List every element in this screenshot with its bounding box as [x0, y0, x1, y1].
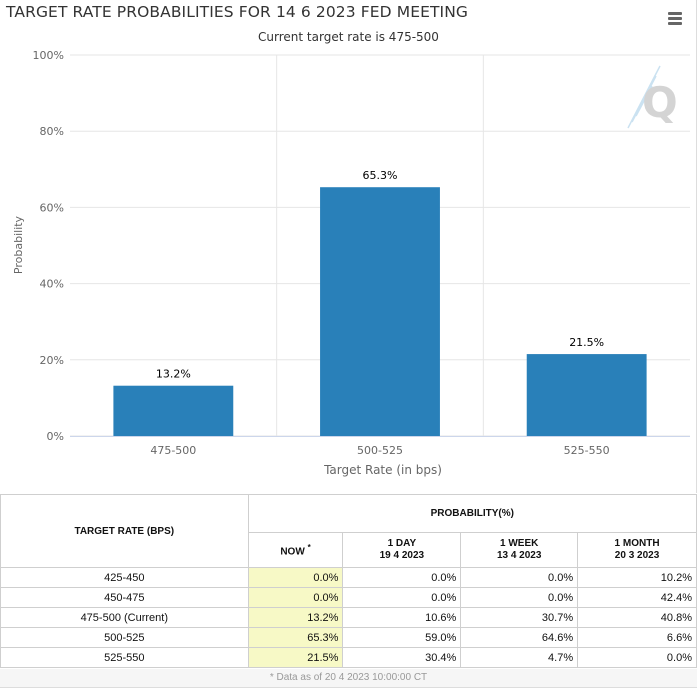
- one-month-date: 20 3 2023: [614, 550, 660, 561]
- chart-subtitle: Current target rate is 475-500: [258, 30, 439, 44]
- y-tick-label: 100%: [33, 49, 64, 62]
- y-axis-title: Probability: [12, 215, 25, 274]
- one-week-cell: 0.0%: [460, 567, 579, 588]
- y-tick-label: 0%: [47, 430, 64, 443]
- one-month-cell: 6.6%: [577, 627, 697, 648]
- table-row: 450-475 0.0% 0.0% 0.0% 42.4%: [0, 587, 697, 608]
- y-tick-label: 60%: [40, 201, 64, 214]
- x-tick-label: 500-525: [357, 444, 403, 457]
- y-tick-label: 40%: [40, 278, 64, 291]
- one-week-cell: 64.6%: [460, 627, 579, 648]
- one-week-label: 1 WEEK: [500, 538, 539, 549]
- now-cell: 0.0%: [247, 587, 344, 608]
- probability-header: PROBABILITY(%): [247, 494, 697, 533]
- bar-value-label: 13.2%: [156, 368, 191, 381]
- rate-cell: 450-475: [0, 587, 249, 608]
- one-month-header: 1 MONTH 20 3 2023: [577, 532, 697, 568]
- data-timestamp-footer: * Data as of 20 4 2023 10:00:00 CT: [0, 669, 697, 688]
- rate-cell: 525-550: [0, 647, 249, 668]
- one-day-label: 1 DAY: [387, 538, 417, 549]
- bar-525-550: [526, 354, 647, 436]
- bar-475-500: [113, 385, 234, 436]
- now-asterisk: *: [307, 542, 311, 552]
- quikstrike-logo-icon: Q: [627, 65, 678, 129]
- bar-500-525: [320, 187, 440, 436]
- x-tick-label: 525-550: [564, 444, 610, 457]
- bar-value-label: 65.3%: [363, 169, 398, 182]
- one-month-cell: 42.4%: [577, 587, 697, 608]
- now-cell: 65.3%: [247, 627, 344, 648]
- now-label: NOW: [280, 546, 305, 558]
- watermark-letter: Q: [642, 78, 678, 127]
- one-day-cell: 0.0%: [342, 567, 462, 588]
- probability-table: TARGET RATE (BPS) PROBABILITY(%) NOW * 1…: [0, 494, 697, 668]
- y-tick-label: 80%: [40, 125, 64, 138]
- one-week-header: 1 WEEK 13 4 2023: [460, 532, 579, 568]
- one-month-cell: 0.0%: [577, 647, 697, 668]
- now-cell: 13.2%: [247, 607, 344, 628]
- y-tick-label: 20%: [40, 354, 64, 367]
- chart-container: TARGET RATE PROBABILITIES FOR 14 6 2023 …: [6, 0, 697, 493]
- rate-cell: 475-500 (Current): [0, 607, 249, 628]
- one-day-date: 19 4 2023: [379, 550, 425, 561]
- rate-cell: 425-450: [0, 567, 249, 588]
- one-week-cell: 4.7%: [460, 647, 579, 668]
- one-month-cell: 10.2%: [577, 567, 697, 588]
- one-week-date: 13 4 2023: [496, 550, 542, 561]
- now-header: NOW *: [247, 532, 344, 568]
- probability-table-container: TARGET RATE (BPS) PROBABILITY(%) NOW * 1…: [0, 494, 697, 693]
- one-day-cell: 30.4%: [342, 647, 462, 668]
- one-day-cell: 0.0%: [342, 587, 462, 608]
- table-row: 425-450 0.0% 0.0% 0.0% 10.2%: [0, 567, 697, 588]
- one-day-header: 1 DAY 19 4 2023: [342, 532, 462, 568]
- target-rate-header: TARGET RATE (BPS): [0, 494, 249, 568]
- bar-value-label: 21.5%: [569, 336, 604, 349]
- one-day-cell: 10.6%: [342, 607, 462, 628]
- table-row: 475-500 (Current) 13.2% 10.6% 30.7% 40.8…: [0, 607, 697, 628]
- one-month-label: 1 MONTH: [614, 538, 660, 549]
- one-day-cell: 59.0%: [342, 627, 462, 648]
- one-week-cell: 30.7%: [460, 607, 579, 628]
- one-week-cell: 0.0%: [460, 587, 579, 608]
- now-cell: 0.0%: [247, 567, 344, 588]
- now-cell: 21.5%: [247, 647, 344, 668]
- rate-cell: 500-525: [0, 627, 249, 648]
- one-month-cell: 40.8%: [577, 607, 697, 628]
- x-tick-label: 475-500: [150, 444, 196, 457]
- chart-title: TARGET RATE PROBABILITIES FOR 14 6 2023 …: [6, 3, 469, 21]
- table-row: 500-525 65.3% 59.0% 64.6% 6.6%: [0, 627, 697, 648]
- table-row: 525-550 21.5% 30.4% 4.7% 0.0%: [0, 647, 697, 668]
- hamburger-menu-icon[interactable]: [668, 12, 682, 26]
- bar-chart: Q 0% 20% 40% 60% 80% 100% 13.2% 475-500 65.3% 500…: [12, 49, 690, 477]
- x-axis-title: Target Rate (in bps): [323, 463, 442, 477]
